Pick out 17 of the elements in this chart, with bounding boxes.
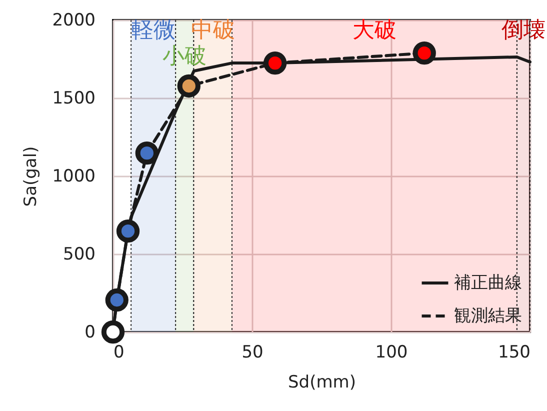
band-label: 中破 — [190, 18, 235, 43]
x-tick-label: 150 — [498, 342, 530, 362]
y-tick-label: 500 — [63, 244, 96, 264]
band-label: 小破 — [162, 44, 207, 69]
y-tick-label: 1000 — [52, 166, 96, 186]
band-label: 大破 — [352, 18, 396, 43]
y-axis-title: Sa(gal) — [21, 146, 42, 207]
legend-label: 補正曲線 — [454, 273, 522, 293]
y-tick-label: 2000 — [52, 10, 96, 30]
x-tick-label: 100 — [375, 342, 408, 362]
x-axis-title: Sd(mm) — [288, 372, 356, 392]
x-tick-label: 50 — [242, 342, 264, 362]
y-tick-label: 1500 — [52, 88, 96, 108]
y-tick-label: 0 — [84, 322, 96, 342]
x-tick-label: 0 — [114, 342, 124, 362]
band-label: 軽微 — [131, 18, 176, 43]
legend-label: 観測結果 — [454, 306, 522, 326]
